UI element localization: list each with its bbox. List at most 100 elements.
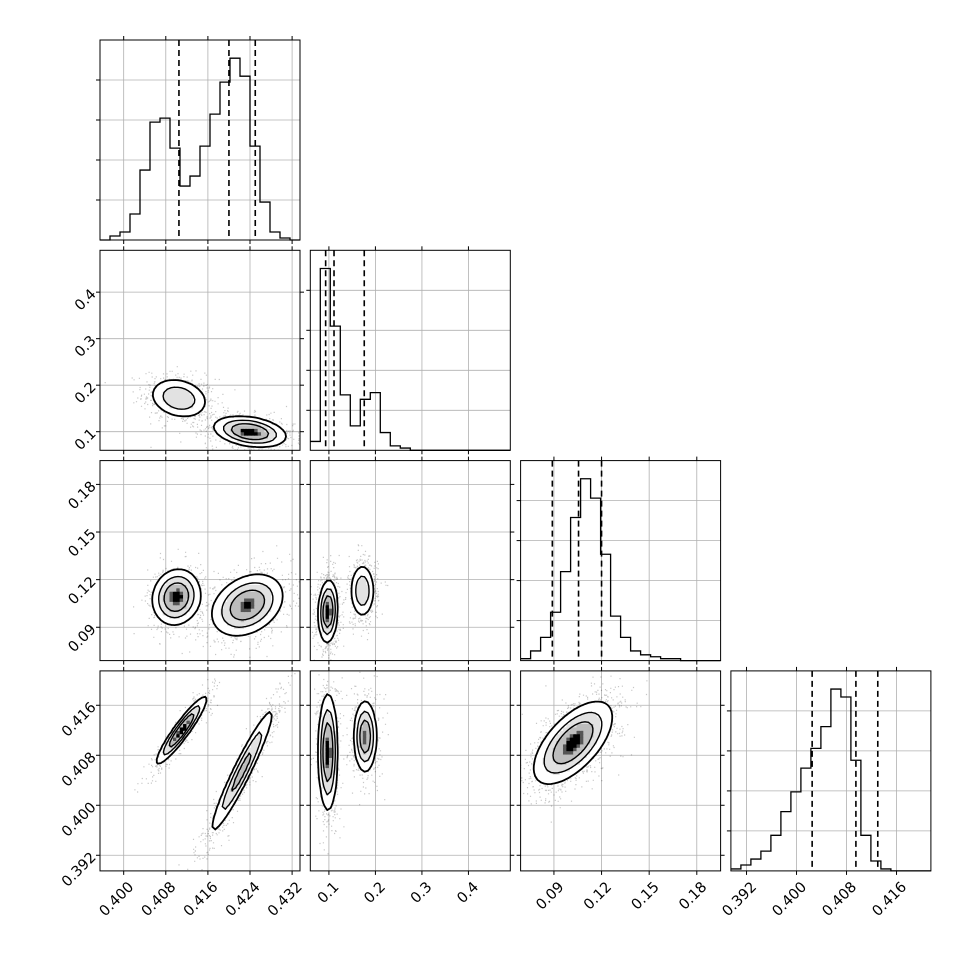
density-cell	[162, 380, 167, 385]
density-cell	[573, 760, 578, 765]
density-cell	[244, 764, 249, 769]
density-cell	[549, 747, 554, 752]
density-cell	[366, 601, 371, 606]
density-cell	[233, 604, 238, 609]
density-cell	[172, 604, 177, 609]
density-cell	[546, 740, 551, 745]
density-cell	[562, 750, 567, 755]
density-cell	[189, 594, 194, 599]
density-cell	[603, 726, 608, 731]
density-cell	[169, 407, 174, 412]
contour-line	[168, 713, 252, 792]
density-cell	[562, 767, 567, 772]
density-cell	[332, 716, 337, 721]
density-cell	[183, 720, 188, 725]
density-cell	[213, 611, 218, 616]
density-cell	[179, 614, 184, 619]
density-cell	[257, 614, 262, 619]
density-cell	[233, 770, 238, 775]
density-cell	[223, 625, 228, 629]
density-cell	[542, 774, 547, 779]
panel-frame	[99, 249, 301, 451]
density-cell	[159, 577, 164, 582]
density-cell	[569, 740, 574, 745]
density-cell	[213, 821, 218, 826]
density-cell	[325, 753, 330, 758]
density-cell	[179, 720, 184, 725]
density-cell	[172, 621, 177, 626]
density-cell	[189, 384, 194, 389]
density-cell	[155, 597, 160, 602]
density-cell	[227, 591, 232, 596]
density-cell	[247, 435, 252, 440]
density-cell	[328, 743, 333, 748]
panel-frame	[99, 670, 301, 872]
density-cell	[366, 760, 371, 765]
density-cell	[247, 770, 252, 775]
density-cell	[230, 625, 235, 629]
density-cell	[223, 594, 228, 599]
density-cell	[233, 618, 238, 623]
density-cell	[230, 611, 235, 616]
density-cell	[189, 716, 194, 721]
density-cell	[250, 753, 255, 758]
density-cell	[359, 611, 364, 616]
density-cell	[237, 611, 242, 616]
density-cell	[227, 791, 232, 796]
density-cell	[200, 706, 204, 711]
density-cell	[176, 394, 181, 399]
density-cell	[166, 614, 171, 619]
density-cell	[332, 743, 337, 748]
density-cell	[186, 401, 191, 406]
density-cell	[176, 618, 181, 623]
density-cell	[261, 441, 266, 446]
density-cell	[176, 621, 181, 626]
density-cell	[247, 608, 252, 613]
density-cell	[169, 597, 174, 602]
histogram-panel-2	[516, 456, 722, 665]
density-cell	[328, 709, 333, 714]
density-cell	[240, 584, 245, 589]
density-cell	[322, 794, 327, 799]
density-cell	[254, 441, 259, 446]
density-cell	[325, 638, 330, 643]
density-cell	[356, 740, 361, 745]
density-cell	[328, 791, 333, 796]
density-cell	[250, 597, 255, 602]
density-cell	[189, 587, 194, 592]
density-cell	[559, 747, 564, 752]
density-cell	[322, 608, 327, 613]
density-cell	[179, 411, 184, 416]
density-cell	[172, 407, 177, 412]
density-cell	[196, 390, 201, 395]
density-cell	[237, 597, 242, 602]
density-cell	[322, 703, 327, 708]
density-cell	[328, 706, 333, 711]
density-cell	[362, 577, 367, 582]
density-cell	[186, 387, 191, 392]
density-cell	[257, 733, 262, 738]
density-cell	[579, 760, 584, 765]
density-cell	[220, 798, 225, 803]
density-cell	[546, 750, 551, 755]
density-cell	[240, 608, 245, 613]
density-cell	[250, 591, 255, 596]
density-cell	[247, 628, 252, 633]
density-cell	[179, 611, 184, 616]
density-cell	[328, 591, 333, 596]
density-cell	[176, 594, 181, 599]
density-cell	[230, 631, 235, 636]
density-cell	[179, 574, 184, 579]
density-cell	[155, 604, 160, 609]
density-cell	[166, 591, 171, 596]
density-cell	[576, 767, 581, 772]
density-cell	[176, 384, 181, 389]
density-cell	[267, 428, 272, 433]
density-cell	[549, 733, 554, 738]
density-cell	[325, 621, 330, 626]
density-cell	[183, 723, 188, 728]
density-cell	[562, 720, 567, 725]
density-cell	[216, 608, 221, 613]
density-cell	[362, 716, 367, 721]
density-cell	[583, 716, 588, 721]
